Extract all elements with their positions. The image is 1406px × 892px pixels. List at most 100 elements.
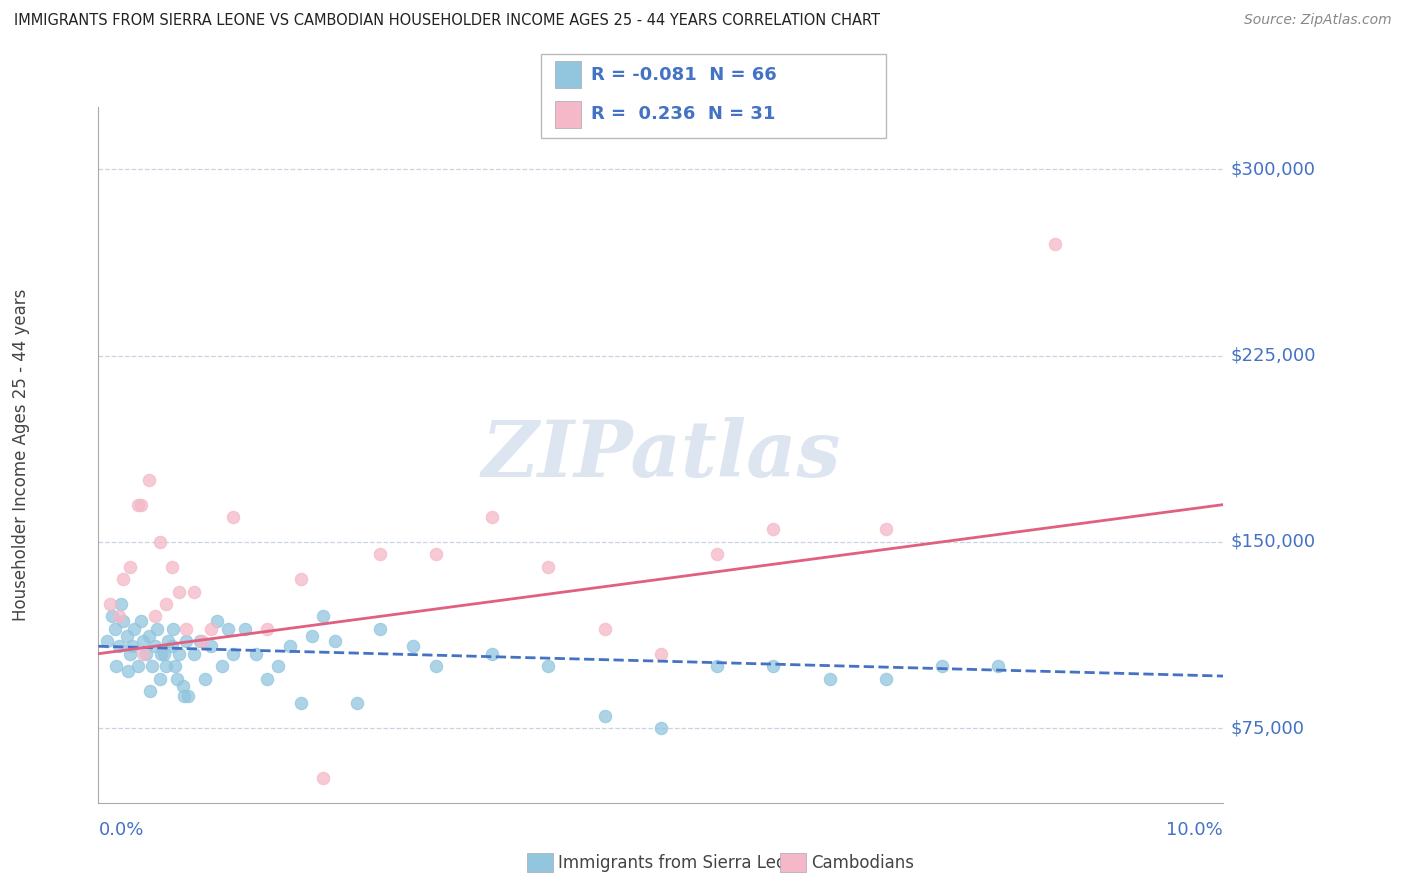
Point bbox=[152, 647, 174, 661]
Text: Source: ZipAtlas.com: Source: ZipAtlas.com bbox=[1244, 13, 1392, 28]
Point bbox=[205, 615, 228, 629]
Point bbox=[162, 622, 184, 636]
Point bbox=[172, 679, 194, 693]
Text: $300,000: $300,000 bbox=[1230, 161, 1315, 178]
Point bbox=[256, 622, 278, 636]
Point bbox=[138, 473, 160, 487]
Point bbox=[155, 659, 177, 673]
Point bbox=[762, 523, 785, 537]
Point bbox=[200, 639, 222, 653]
Point bbox=[650, 721, 672, 735]
Point bbox=[104, 622, 127, 636]
Point bbox=[217, 622, 239, 636]
Point bbox=[301, 629, 323, 643]
Point bbox=[183, 647, 205, 661]
Point bbox=[191, 634, 214, 648]
Point bbox=[222, 510, 245, 524]
Point bbox=[127, 659, 149, 673]
Point bbox=[115, 629, 138, 643]
Text: ZIPatlas: ZIPatlas bbox=[481, 417, 841, 493]
Text: Householder Income Ages 25 - 44 years: Householder Income Ages 25 - 44 years bbox=[13, 289, 30, 621]
Point bbox=[149, 672, 172, 686]
Text: Immigrants from Sierra Leone: Immigrants from Sierra Leone bbox=[558, 854, 807, 871]
Text: $225,000: $225,000 bbox=[1230, 346, 1316, 365]
Point bbox=[121, 639, 143, 653]
Point bbox=[110, 597, 132, 611]
Point bbox=[163, 659, 186, 673]
Point bbox=[177, 689, 200, 703]
Point bbox=[107, 609, 129, 624]
Point bbox=[278, 639, 301, 653]
Point bbox=[323, 634, 346, 648]
Point bbox=[312, 771, 335, 785]
Point bbox=[135, 647, 157, 661]
Point bbox=[157, 634, 180, 648]
Point bbox=[118, 559, 141, 574]
Point bbox=[402, 639, 425, 653]
Text: 10.0%: 10.0% bbox=[1167, 821, 1223, 838]
Point bbox=[290, 697, 312, 711]
Point bbox=[98, 597, 121, 611]
Point bbox=[129, 498, 152, 512]
Point bbox=[174, 634, 197, 648]
Point bbox=[118, 647, 141, 661]
Point bbox=[149, 534, 172, 549]
Point bbox=[762, 659, 785, 673]
Text: IMMIGRANTS FROM SIERRA LEONE VS CAMBODIAN HOUSEHOLDER INCOME AGES 25 - 44 YEARS : IMMIGRANTS FROM SIERRA LEONE VS CAMBODIA… bbox=[14, 13, 880, 29]
Point bbox=[141, 659, 163, 673]
Point bbox=[931, 659, 953, 673]
Point bbox=[188, 634, 211, 648]
Point bbox=[183, 584, 205, 599]
Point bbox=[96, 634, 118, 648]
Point bbox=[155, 597, 177, 611]
Point bbox=[160, 639, 183, 653]
Text: $75,000: $75,000 bbox=[1230, 719, 1305, 738]
Point bbox=[169, 647, 191, 661]
Point bbox=[875, 523, 897, 537]
Point bbox=[132, 647, 155, 661]
Text: 0.0%: 0.0% bbox=[98, 821, 143, 838]
Point bbox=[368, 547, 391, 561]
Point bbox=[312, 609, 335, 624]
Point bbox=[346, 697, 368, 711]
Point bbox=[107, 639, 129, 653]
Point bbox=[105, 659, 128, 673]
Point bbox=[169, 584, 191, 599]
Point bbox=[150, 647, 173, 661]
Point bbox=[173, 689, 195, 703]
Point bbox=[211, 659, 233, 673]
Point bbox=[818, 672, 841, 686]
Point bbox=[875, 672, 897, 686]
Point bbox=[194, 672, 217, 686]
Text: $150,000: $150,000 bbox=[1230, 533, 1316, 551]
Point bbox=[368, 622, 391, 636]
Point bbox=[222, 647, 245, 661]
Point bbox=[481, 510, 503, 524]
Point bbox=[160, 559, 183, 574]
Point bbox=[117, 664, 139, 678]
Point bbox=[650, 647, 672, 661]
Point bbox=[112, 572, 135, 586]
Point bbox=[132, 634, 155, 648]
Point bbox=[256, 672, 278, 686]
Point bbox=[267, 659, 290, 673]
Point bbox=[124, 622, 146, 636]
Point bbox=[200, 622, 222, 636]
Point bbox=[593, 622, 616, 636]
Point bbox=[138, 629, 160, 643]
Point bbox=[143, 609, 166, 624]
Point bbox=[425, 547, 447, 561]
Point bbox=[706, 547, 728, 561]
Point bbox=[987, 659, 1010, 673]
Point bbox=[1043, 236, 1066, 251]
Text: Cambodians: Cambodians bbox=[811, 854, 914, 871]
Point bbox=[129, 615, 152, 629]
Point bbox=[481, 647, 503, 661]
Point bbox=[166, 672, 188, 686]
Point bbox=[537, 559, 560, 574]
Point bbox=[706, 659, 728, 673]
Point bbox=[139, 684, 162, 698]
Text: R = -0.081  N = 66: R = -0.081 N = 66 bbox=[591, 66, 776, 84]
Point bbox=[537, 659, 560, 673]
Point bbox=[233, 622, 256, 636]
